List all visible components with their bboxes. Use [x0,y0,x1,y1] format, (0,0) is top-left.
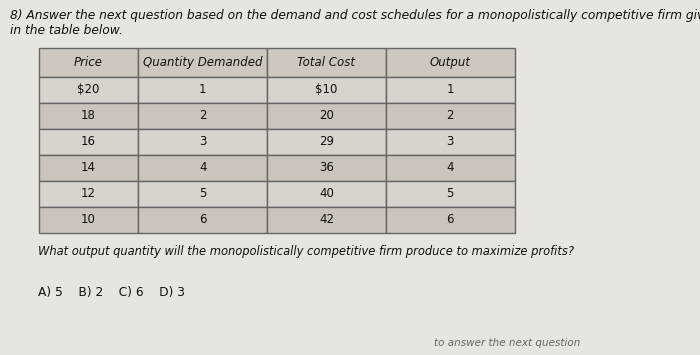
Text: What output quantity will the monopolistically competitive firm produce to maxim: What output quantity will the monopolist… [38,245,575,258]
Text: Quantity Demanded: Quantity Demanded [143,56,262,69]
Text: Total Cost: Total Cost [298,56,356,69]
Text: 4: 4 [447,161,454,174]
Text: Price: Price [74,56,103,69]
Text: 20: 20 [319,109,334,122]
Text: to answer the next question: to answer the next question [434,338,580,348]
Text: 12: 12 [81,187,96,200]
Text: 29: 29 [319,135,334,148]
Text: A) 5    B) 2    C) 6    D) 3: A) 5 B) 2 C) 6 D) 3 [38,286,186,299]
Text: Output: Output [430,56,470,69]
Text: 14: 14 [81,161,96,174]
Text: 2: 2 [199,109,206,122]
Text: 42: 42 [319,213,334,226]
Text: 5: 5 [199,187,206,200]
Text: 10: 10 [81,213,96,226]
Text: 1: 1 [199,83,206,97]
Text: in the table below.: in the table below. [10,24,123,37]
Text: 1: 1 [447,83,454,97]
Text: 6: 6 [199,213,206,226]
Text: 36: 36 [319,161,334,174]
Text: 3: 3 [199,135,206,148]
Text: 16: 16 [81,135,96,148]
Text: $10: $10 [315,83,337,97]
Text: $20: $20 [77,83,99,97]
Text: 40: 40 [319,187,334,200]
Text: 3: 3 [447,135,454,148]
Text: 8) Answer the next question based on the demand and cost schedules for a monopol: 8) Answer the next question based on the… [10,9,700,22]
Text: 18: 18 [81,109,96,122]
Text: 6: 6 [447,213,454,226]
Text: 4: 4 [199,161,206,174]
Text: 2: 2 [447,109,454,122]
Text: 5: 5 [447,187,454,200]
